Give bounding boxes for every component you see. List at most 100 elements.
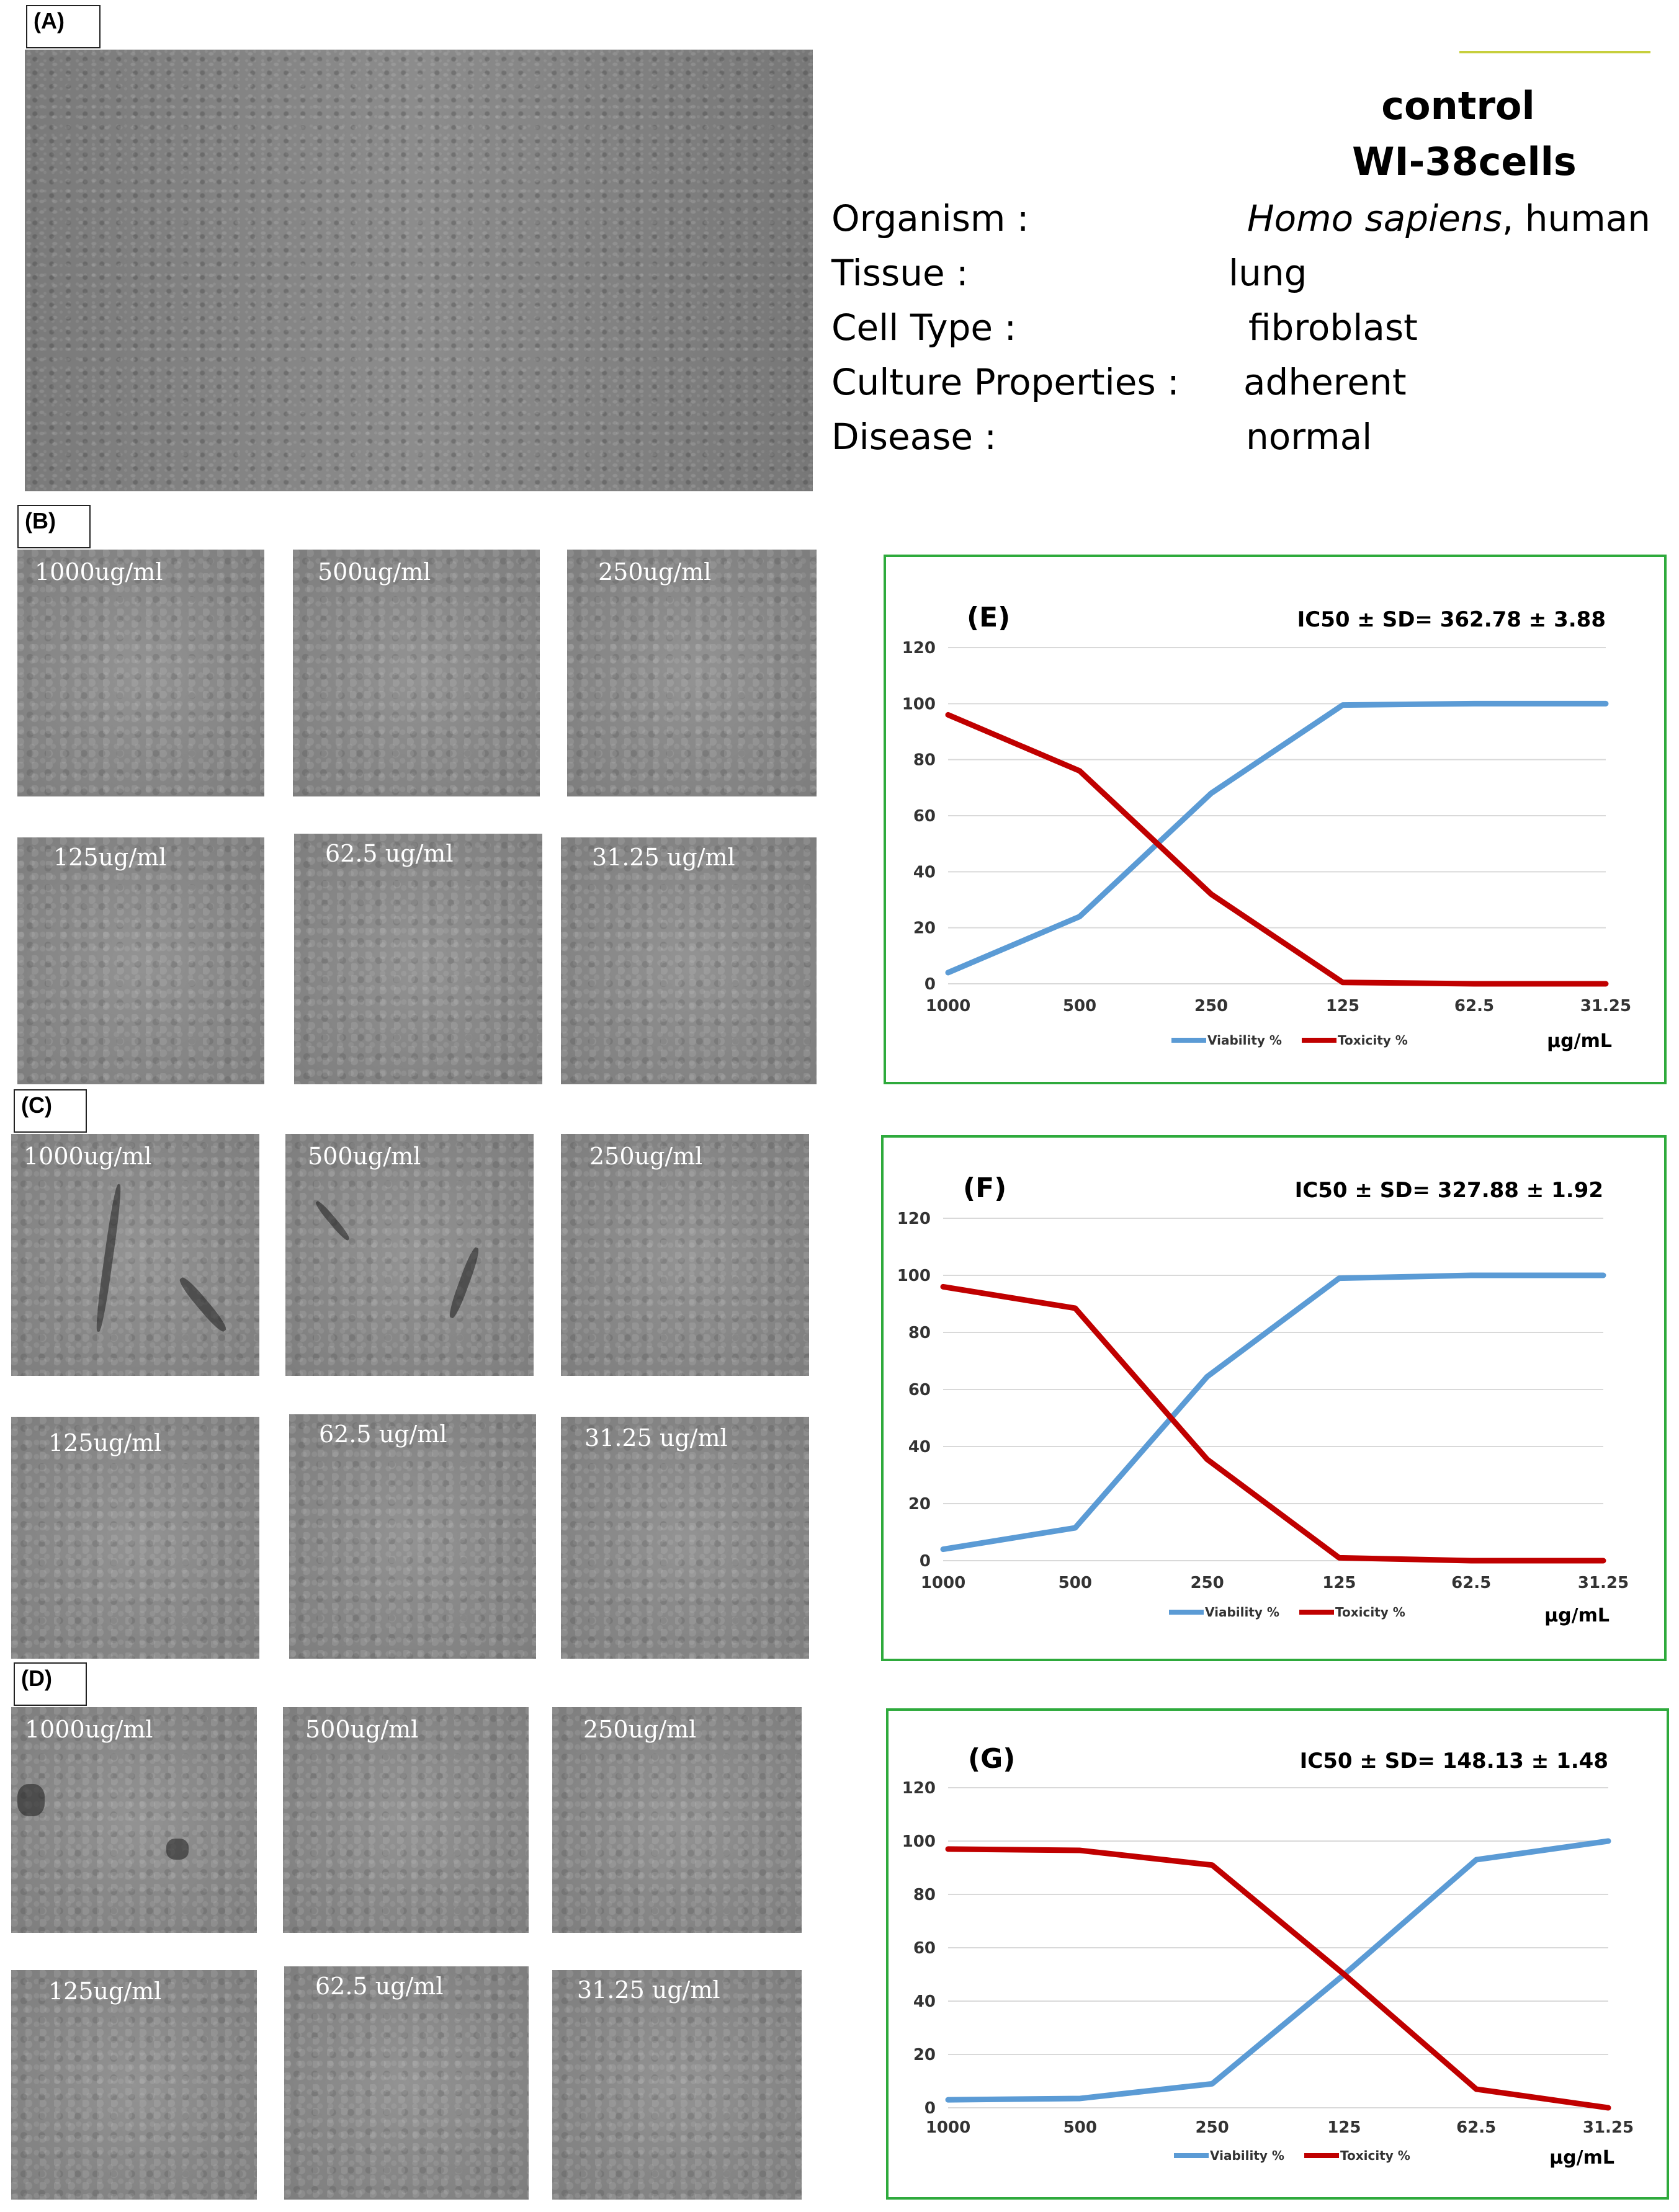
chart-f-svg: 0 20 40 60 80 100 120 1000 500 250 125 62.5 31.25 (F)…	[897, 1172, 1629, 1626]
y-tick-label: 100	[902, 695, 936, 713]
concentration-label: 1000ug/ml	[35, 558, 163, 586]
chart-panel-label: (E)	[967, 602, 1010, 633]
x-tick-label: 500	[1063, 997, 1096, 1015]
concentration-label: 500ug/ml	[318, 558, 431, 586]
x-tick-label: 500	[1059, 1574, 1092, 1592]
concentration-label: 31.25 ug/ml	[577, 1976, 720, 2004]
concentration-label: 1000ug/ml	[24, 1143, 152, 1170]
x-tick-label: 62.5	[1456, 2118, 1496, 2137]
y-tick-label: 100	[902, 1832, 936, 1851]
y-tick-label: 60	[908, 1381, 931, 1399]
concentration-label: 62.5 ug/ml	[319, 1420, 447, 1448]
control-micrograph	[25, 50, 813, 491]
micrograph-c-250: 250ug/ml	[561, 1134, 809, 1376]
info-key: Organism :	[831, 197, 1029, 239]
toxicity-series-line	[945, 711, 1609, 987]
micrograph-b-1000: 1000ug/ml	[17, 550, 264, 796]
chart-panel-label: (F)	[963, 1172, 1006, 1204]
micrograph-d-62-5: 62.5 ug/ml	[284, 1966, 529, 2200]
viability-series-line	[945, 1838, 1611, 2103]
micrograph-d-500: 500ug/ml	[283, 1707, 529, 1933]
crystal-artifact	[94, 1184, 123, 1332]
info-value: lung	[1229, 252, 1307, 294]
x-tick-label: 125	[1326, 997, 1359, 1015]
micrograph-b-62-5: 62.5 ug/ml	[294, 834, 542, 1084]
concentration-label: 250ug/ml	[589, 1143, 703, 1170]
chart-g: 0 20 40 60 80 100 120 1000 500 250 125 62.5 31.25 (G)…	[886, 1708, 1669, 2200]
control-title: control	[1381, 83, 1535, 128]
concentration-label: 1000ug/ml	[25, 1716, 153, 1743]
legend-label-toxicity: Toxicity %	[1338, 1033, 1408, 1048]
x-axis-unit: µg/mL	[1547, 1030, 1612, 1052]
x-tick-label: 250	[1190, 1574, 1224, 1592]
y-tick-label: 20	[913, 919, 936, 938]
ic50-annotation: IC50 ± SD= 148.13 ± 1.48	[1300, 1749, 1608, 1773]
x-axis-unit: µg/mL	[1544, 1605, 1610, 1626]
info-key: Culture Properties :	[831, 361, 1180, 403]
concentration-label: 125ug/ml	[53, 844, 167, 871]
concentration-label: 500ug/ml	[308, 1143, 421, 1170]
micrograph-c-31-25: 31.25 ug/ml	[561, 1417, 809, 1659]
control-cell-line: WI-38cells	[1352, 139, 1577, 184]
y-tick-label: 100	[897, 1267, 931, 1285]
concentration-label: 31.25 ug/ml	[584, 1424, 728, 1452]
viability-series-line	[945, 700, 1609, 976]
panel-d-label: (D)	[14, 1662, 87, 1706]
debris-artifact	[17, 1784, 45, 1816]
debris-artifact	[166, 1839, 189, 1860]
viability-series-line	[940, 1272, 1606, 1553]
micrograph-d-250: 250ug/ml	[552, 1707, 802, 1933]
legend-label-toxicity: Toxicity %	[1340, 2148, 1410, 2163]
info-value: Homo sapiens, human	[1247, 197, 1650, 239]
chart-e-svg: 0 20 40 60 80 100 120 1000 500 250 125 62.5 31.25 (E)…	[902, 602, 1631, 1052]
y-tick-label: 80	[913, 751, 936, 770]
x-tick-label: 250	[1194, 997, 1228, 1015]
info-key: Tissue :	[831, 252, 969, 294]
micrograph-b-500: 500ug/ml	[293, 550, 540, 796]
micrograph-d-31-25: 31.25 ug/ml	[552, 1970, 802, 2200]
x-tick-label: 31.25	[1578, 1574, 1629, 1592]
y-tick-label: 0	[920, 1552, 931, 1571]
x-tick-label: 125	[1327, 2118, 1361, 2137]
chart-e: 0 20 40 60 80 100 120 1000 500 250 125 62.5 31.25 (E)…	[884, 555, 1667, 1084]
concentration-label: 62.5 ug/ml	[315, 1973, 444, 2000]
y-tick-label: 40	[913, 1992, 936, 2011]
concentration-label: 500ug/ml	[305, 1716, 419, 1743]
y-tick-label: 20	[913, 2046, 936, 2064]
crystal-artifact	[176, 1275, 230, 1334]
info-value-italic: Homo sapiens	[1247, 197, 1502, 239]
y-tick-label: 80	[908, 1324, 931, 1342]
concentration-label: 62.5 ug/ml	[325, 840, 454, 867]
info-value: adherent	[1243, 361, 1407, 403]
scale-bar	[1459, 51, 1650, 53]
crystal-artifact	[446, 1246, 482, 1320]
x-tick-label: 62.5	[1454, 997, 1494, 1015]
micrograph-b-125: 125ug/ml	[17, 837, 264, 1084]
y-tick-label: 40	[908, 1438, 931, 1456]
crystal-artifact	[313, 1199, 352, 1242]
info-value-rest: , human	[1502, 197, 1651, 239]
y-tick-label: 40	[913, 863, 936, 881]
concentration-label: 31.25 ug/ml	[592, 844, 735, 871]
y-tick-label: 120	[897, 1210, 931, 1228]
x-tick-label: 500	[1063, 2118, 1097, 2137]
x-tick-label: 1000	[926, 2118, 970, 2137]
info-value: normal	[1246, 416, 1372, 458]
chart-g-svg: 0 20 40 60 80 100 120 1000 500 250 125 62.5 31.25 (G)…	[902, 1743, 1634, 2169]
x-axis-unit: µg/mL	[1549, 2147, 1614, 2169]
info-key: Disease :	[831, 416, 997, 458]
concentration-label: 250ug/ml	[598, 558, 712, 586]
concentration-label: 125ug/ml	[48, 1978, 162, 2005]
micrograph-d-125: 125ug/ml	[11, 1970, 257, 2200]
x-tick-label: 62.5	[1451, 1574, 1491, 1592]
y-tick-label: 60	[913, 807, 936, 826]
panel-c-label: (C)	[14, 1089, 87, 1133]
x-tick-label: 31.25	[1583, 2118, 1634, 2137]
y-tick-label: 0	[925, 2099, 936, 2118]
x-tick-label: 125	[1322, 1574, 1356, 1592]
y-tick-label: 60	[913, 1939, 936, 1958]
legend-label-toxicity: Toxicity %	[1335, 1605, 1405, 1620]
micrograph-c-125: 125ug/ml	[11, 1417, 259, 1659]
concentration-label: 125ug/ml	[48, 1429, 162, 1456]
legend-label-viability: Viability %	[1205, 1605, 1279, 1620]
